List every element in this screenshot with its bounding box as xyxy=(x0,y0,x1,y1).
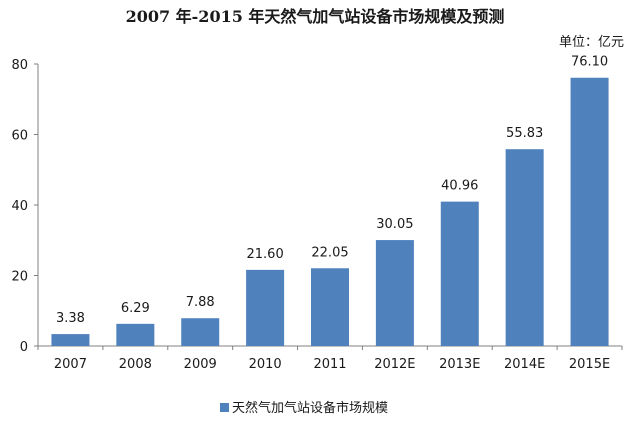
bar xyxy=(116,323,155,346)
bar xyxy=(505,149,544,346)
bar xyxy=(51,334,90,346)
x-tick-label: 2014E xyxy=(504,357,545,372)
bar xyxy=(181,318,220,346)
x-tick-label: 2007 xyxy=(54,357,87,372)
x-tick-label: 2012E xyxy=(374,357,415,372)
legend-swatch xyxy=(220,403,229,412)
legend: 天然气加气站设备市场规模 xyxy=(220,400,388,416)
x-tick-label: 2015E xyxy=(569,357,610,372)
data-label: 30.05 xyxy=(376,217,413,232)
y-tick-label: 80 xyxy=(11,58,28,73)
y-tick-label: 60 xyxy=(11,129,28,144)
x-tick-label: 2009 xyxy=(184,357,217,372)
data-label: 40.96 xyxy=(441,179,478,194)
y-tick-label: 0 xyxy=(20,340,28,355)
bar xyxy=(440,201,479,346)
y-tick-label: 40 xyxy=(11,199,28,214)
data-label: 21.60 xyxy=(247,247,284,262)
plot-area: 0 20 40 60 80 3.38 2007 6.29 2008 7.88 2009 21.60 20… xyxy=(11,55,623,372)
data-label: 7.88 xyxy=(186,295,215,310)
x-tick-label: 2010 xyxy=(249,357,282,372)
x-tick-label: 2008 xyxy=(119,357,152,372)
y-tick-label: 20 xyxy=(11,270,28,285)
data-label: 76.10 xyxy=(571,55,608,70)
chart-title: 2007 年-2015 年天然气加气站设备市场规模及预测 xyxy=(126,7,505,26)
bar xyxy=(375,240,414,346)
x-tick-label: 2013E xyxy=(439,357,480,372)
bar xyxy=(311,268,349,346)
bar xyxy=(570,77,609,346)
x-tick-label: 2011 xyxy=(313,357,346,372)
unit-label: 单位：亿元 xyxy=(559,35,624,50)
data-label: 3.38 xyxy=(56,311,85,326)
data-label: 6.29 xyxy=(121,301,150,316)
bar xyxy=(246,269,285,346)
legend-label: 天然气加气站设备市场规模 xyxy=(232,400,388,416)
data-label: 55.83 xyxy=(506,126,543,141)
data-label: 22.05 xyxy=(311,245,348,260)
